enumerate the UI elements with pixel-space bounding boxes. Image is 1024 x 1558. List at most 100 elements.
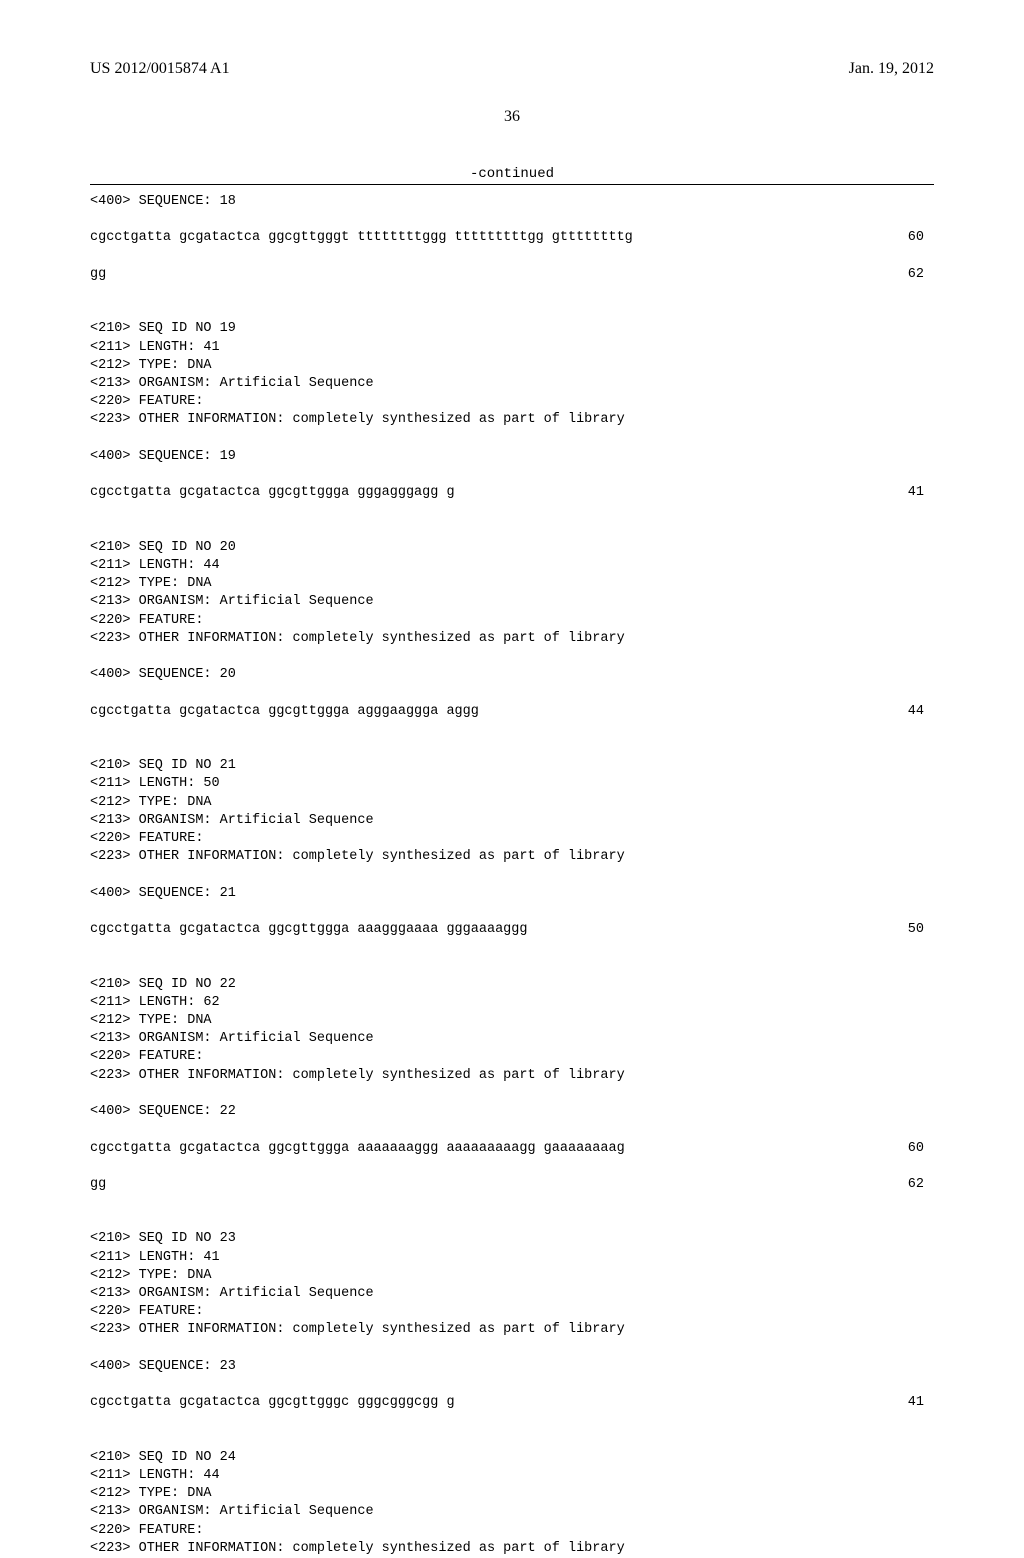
blank-line [90, 903, 934, 921]
sequence-header-line: <212> TYPE: DNA [90, 1485, 934, 1503]
sequence-header-line: <223> OTHER INFORMATION: completely synt… [90, 630, 934, 648]
sequence-block: <210> SEQ ID NO 21<211> LENGTH: 50<212> … [90, 757, 934, 957]
sequence-header-line: <220> FEATURE: [90, 1048, 934, 1066]
sequence-header-line: <220> FEATURE: [90, 830, 934, 848]
sequence-header-line: <213> ORGANISM: Artificial Sequence [90, 375, 934, 393]
sequence-block: <210> SEQ ID NO 23<211> LENGTH: 41<212> … [90, 1230, 934, 1430]
sequence-listing: <400> SEQUENCE: 18 cgcctgatta gcgatactca… [90, 193, 934, 1558]
sequence-header-line: <210> SEQ ID NO 24 [90, 1449, 934, 1467]
sequence-header-line: <211> LENGTH: 50 [90, 775, 934, 793]
sequence-row: cgcctgatta gcgatactca ggcgttggga aaaggga… [90, 921, 934, 939]
patent-page: US 2012/0015874 A1 Jan. 19, 2012 36 -con… [0, 0, 1024, 1320]
continued-label: -continued [90, 166, 934, 182]
sequence-header-line: <213> ORGANISM: Artificial Sequence [90, 1285, 934, 1303]
sequence-header-line: <220> FEATURE: [90, 1303, 934, 1321]
blank-line [90, 1121, 934, 1139]
sequence-row: cgcctgatta gcgatactca ggcgttggga agggaag… [90, 703, 934, 721]
sequence-row: cgcctgatta gcgatactca ggcgttggga gggaggg… [90, 484, 934, 502]
sequence-header-line [90, 1085, 934, 1103]
sequence-position: 62 [908, 266, 934, 284]
sequence-header-line: <212> TYPE: DNA [90, 1012, 934, 1030]
sequence-header-line: <400> SEQUENCE: 18 [90, 193, 934, 211]
sequence-position: 41 [908, 1394, 934, 1412]
blank-line [90, 284, 934, 302]
sequence-text: gg [90, 1176, 106, 1194]
sequence-header-line: <400> SEQUENCE: 20 [90, 666, 934, 684]
sequence-block: <210> SEQ ID NO 22<211> LENGTH: 62<212> … [90, 976, 934, 1213]
sequence-header-line: <223> OTHER INFORMATION: completely synt… [90, 1321, 934, 1339]
sequence-header-line: <220> FEATURE: [90, 1522, 934, 1540]
sequence-row: cgcctgatta gcgatactca ggcgttgggc gggcggg… [90, 1394, 934, 1412]
sequence-header-line: <210> SEQ ID NO 20 [90, 539, 934, 557]
sequence-header-line [90, 866, 934, 884]
sequence-header-line: <212> TYPE: DNA [90, 357, 934, 375]
sequence-header-line: <213> ORGANISM: Artificial Sequence [90, 1503, 934, 1521]
sequence-position: 44 [908, 703, 934, 721]
sequence-block: <210> SEQ ID NO 24<211> LENGTH: 44<212> … [90, 1449, 934, 1558]
sequence-header-line: <400> SEQUENCE: 22 [90, 1103, 934, 1121]
sequence-header-line: <213> ORGANISM: Artificial Sequence [90, 812, 934, 830]
sequence-text: cgcctgatta gcgatactca ggcgttgggc gggcggg… [90, 1394, 455, 1412]
blank-line [90, 1413, 934, 1431]
blank-line [90, 503, 934, 521]
sequence-row: gg 62 [90, 266, 934, 284]
sequence-header-line: <212> TYPE: DNA [90, 575, 934, 593]
sequence-block: <210> SEQ ID NO 19<211> LENGTH: 41<212> … [90, 320, 934, 520]
sequence-position: 41 [908, 484, 934, 502]
publication-number: US 2012/0015874 A1 [90, 60, 230, 78]
sequence-header-line: <211> LENGTH: 41 [90, 339, 934, 357]
sequence-text: cgcctgatta gcgatactca ggcgttgggt ttttttt… [90, 229, 633, 247]
sequence-header-line: <223> OTHER INFORMATION: completely synt… [90, 848, 934, 866]
sequence-position: 62 [908, 1176, 934, 1194]
blank-line [90, 684, 934, 702]
sequence-row: cgcctgatta gcgatactca ggcgttggga aaaaaaa… [90, 1140, 934, 1158]
blank-line [90, 1376, 934, 1394]
sequence-header-line: <223> OTHER INFORMATION: completely synt… [90, 1067, 934, 1085]
sequence-header-line: <212> TYPE: DNA [90, 794, 934, 812]
blank-line [90, 721, 934, 739]
sequence-row: cgcctgatta gcgatactca ggcgttgggt ttttttt… [90, 229, 934, 247]
blank-line [90, 248, 934, 266]
sequence-header-line: <211> LENGTH: 44 [90, 1467, 934, 1485]
sequence-header-line: <220> FEATURE: [90, 393, 934, 411]
publication-date: Jan. 19, 2012 [849, 60, 934, 78]
sequence-header-line: <210> SEQ ID NO 22 [90, 976, 934, 994]
sequence-header-line: <212> TYPE: DNA [90, 1267, 934, 1285]
sequence-row: gg 62 [90, 1176, 934, 1194]
sequence-header-line: <210> SEQ ID NO 19 [90, 320, 934, 338]
blank-line [90, 211, 934, 229]
blank-line [90, 1194, 934, 1212]
sequence-block: <210> SEQ ID NO 20<211> LENGTH: 44<212> … [90, 539, 934, 739]
sequence-text: cgcctgatta gcgatactca ggcgttggga agggaag… [90, 703, 479, 721]
page-number: 36 [90, 108, 934, 126]
sequence-text: gg [90, 266, 106, 284]
sequence-header-line: <400> SEQUENCE: 21 [90, 885, 934, 903]
blank-line [90, 1158, 934, 1176]
page-header: US 2012/0015874 A1 Jan. 19, 2012 [90, 60, 934, 78]
sequence-position: 60 [908, 229, 934, 247]
sequence-header-line: <213> ORGANISM: Artificial Sequence [90, 593, 934, 611]
sequence-text: cgcctgatta gcgatactca ggcgttggga aaaggga… [90, 921, 527, 939]
sequence-header-line: <220> FEATURE: [90, 612, 934, 630]
blank-line [90, 466, 934, 484]
sequence-block: <400> SEQUENCE: 18 cgcctgatta gcgatactca… [90, 193, 934, 302]
blank-line [90, 939, 934, 957]
sequence-header-line: <400> SEQUENCE: 23 [90, 1358, 934, 1376]
sequence-header-line: <210> SEQ ID NO 23 [90, 1230, 934, 1248]
sequence-header-line: <213> ORGANISM: Artificial Sequence [90, 1030, 934, 1048]
sequence-header-line: <223> OTHER INFORMATION: completely synt… [90, 1540, 934, 1558]
sequence-header-line: <211> LENGTH: 44 [90, 557, 934, 575]
sequence-header-line: <211> LENGTH: 62 [90, 994, 934, 1012]
sequence-header-line [90, 1340, 934, 1358]
sequence-header-line: <210> SEQ ID NO 21 [90, 757, 934, 775]
sequence-text: cgcctgatta gcgatactca ggcgttggga aaaaaaa… [90, 1140, 625, 1158]
divider-line [90, 184, 934, 185]
sequence-header-line: <400> SEQUENCE: 19 [90, 448, 934, 466]
sequence-header-line: <211> LENGTH: 41 [90, 1249, 934, 1267]
sequence-header-line: <223> OTHER INFORMATION: completely synt… [90, 411, 934, 429]
sequence-position: 50 [908, 921, 934, 939]
sequence-text: cgcctgatta gcgatactca ggcgttggga gggaggg… [90, 484, 455, 502]
sequence-header-line [90, 648, 934, 666]
sequence-header-line [90, 430, 934, 448]
sequence-position: 60 [908, 1140, 934, 1158]
